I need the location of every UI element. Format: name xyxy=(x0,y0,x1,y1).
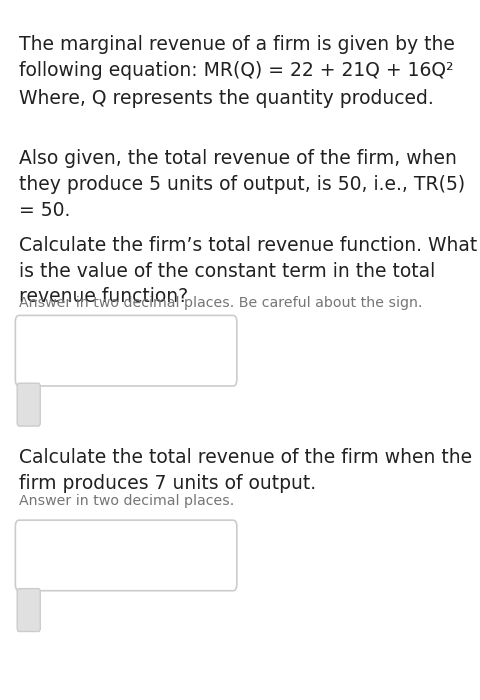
Text: Where, Q represents the quantity produced.: Where, Q represents the quantity produce… xyxy=(19,88,433,108)
FancyBboxPatch shape xyxy=(15,520,236,591)
Text: Answer in two decimal places.: Answer in two decimal places. xyxy=(19,494,234,508)
Text: Calculate the firm’s total revenue function. What
is the value of the constant t: Calculate the firm’s total revenue funct… xyxy=(19,236,476,307)
Text: Also given, the total revenue of the firm, when
they produce 5 units of output, : Also given, the total revenue of the fir… xyxy=(19,149,464,220)
FancyBboxPatch shape xyxy=(17,589,40,631)
Text: Answer in two decimal places. Be careful about the sign.: Answer in two decimal places. Be careful… xyxy=(19,296,421,310)
FancyBboxPatch shape xyxy=(17,383,40,426)
Text: Calculate the total revenue of the firm when the
firm produces 7 units of output: Calculate the total revenue of the firm … xyxy=(19,448,471,493)
Text: The marginal revenue of a firm is given by the
following equation: MR(Q) = 22 + : The marginal revenue of a firm is given … xyxy=(19,35,454,80)
FancyBboxPatch shape xyxy=(15,316,236,386)
